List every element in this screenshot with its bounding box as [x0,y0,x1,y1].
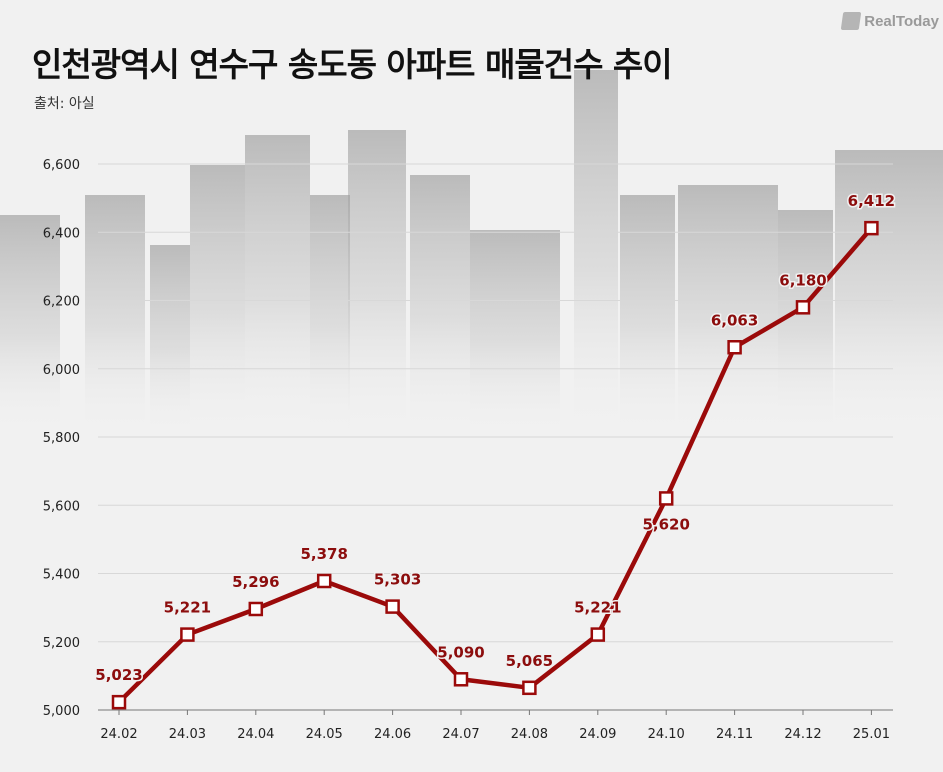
x-tick-label: 24.08 [511,727,548,742]
data-label: 6,180 [779,271,826,289]
data-point-marker [248,601,264,617]
x-tick-label: 24.03 [169,727,206,742]
y-tick-label: 6,200 [43,295,80,310]
y-tick-label: 6,400 [43,226,80,241]
data-point-marker [316,573,332,589]
data-label: 5,090 [437,643,484,661]
data-point-marker [864,220,879,236]
x-tick-label: 24.10 [648,727,685,742]
data-label: 5,221 [574,599,621,617]
source-note: 출처: 아실 [34,96,95,112]
data-label: 5,065 [506,652,553,670]
data-label: 5,023 [95,666,142,684]
data-point-marker [453,672,469,687]
y-tick-label: 6,600 [43,158,80,173]
y-tick-label: 6,000 [43,363,80,378]
data-point-marker [658,491,674,506]
y-tick-label: 5,600 [43,499,80,514]
brand-name: RealToday [864,12,939,30]
x-tick-label: 24.12 [784,727,821,742]
series-line [116,225,874,705]
data-point-marker [590,627,606,642]
brand-logo: RealToday [840,12,939,30]
x-tick-label: 24.11 [716,727,753,742]
x-tick-label: 24.09 [579,727,616,742]
y-tick-label: 5,400 [43,568,80,583]
x-tick-label: 24.05 [306,727,343,742]
data-label: 5,620 [642,515,689,533]
data-point-marker [795,300,811,315]
x-tick-label: 24.02 [100,727,137,742]
data-point-marker [727,340,742,355]
x-tick-label: 24.04 [237,727,274,742]
page-title: 인천광역시 연수구 송도동 아파트 매물건수 추이 [32,45,673,84]
x-tick-label: 25.01 [853,727,890,742]
data-point-marker [180,627,195,642]
data-label: 5,221 [164,599,211,617]
data-point-marker [522,680,537,696]
data-label: 5,296 [232,573,279,591]
data-point-marker [385,599,400,614]
data-label: 5,378 [300,545,347,563]
data-point-marker [111,694,127,710]
data-label: 5,303 [374,571,421,589]
y-tick-label: 5,800 [43,431,80,446]
x-tick-label: 24.07 [442,727,479,742]
data-label: 6,063 [711,311,758,329]
y-tick-label: 5,200 [43,636,80,651]
data-label: 6,412 [848,192,895,210]
y-tick-label: 5,000 [43,704,80,719]
x-tick-label: 24.06 [374,727,411,742]
